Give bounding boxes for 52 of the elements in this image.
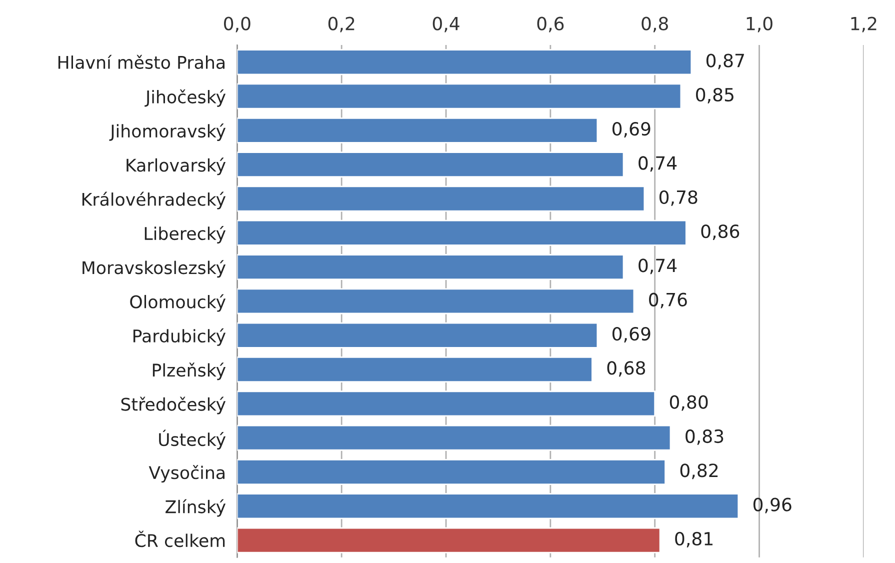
data-label: 0,78 bbox=[659, 190, 698, 206]
x-tick-label: 1,0 bbox=[746, 16, 772, 32]
y-tick-label: Středočeský bbox=[121, 396, 226, 414]
bar bbox=[237, 49, 692, 76]
x-tick-label: 0,8 bbox=[642, 16, 668, 32]
data-label: 0,82 bbox=[680, 464, 718, 480]
data-label: 0,86 bbox=[701, 224, 740, 240]
data-label: 0,69 bbox=[612, 122, 650, 138]
bar bbox=[237, 424, 672, 451]
data-label: 0,68 bbox=[607, 361, 646, 377]
y-tick-label: Královéhradecký bbox=[82, 192, 226, 210]
y-tick-label: Vysočina bbox=[148, 465, 224, 483]
y-tick-label: Pardubický bbox=[133, 328, 226, 346]
x-tick-label: 0,6 bbox=[537, 16, 564, 32]
data-label: 0,74 bbox=[638, 156, 677, 172]
data-label: 0,69 bbox=[612, 326, 650, 342]
bar bbox=[237, 254, 624, 280]
bar bbox=[237, 117, 598, 144]
data-label: 0,76 bbox=[649, 292, 687, 308]
y-tick-label: Karlovarský bbox=[126, 158, 226, 176]
y-tick-label: Jihočeský bbox=[144, 89, 226, 107]
bar bbox=[237, 322, 598, 348]
bar bbox=[237, 83, 682, 110]
x-tick-label: 1,2 bbox=[851, 16, 876, 32]
y-tick-label: Liberecký bbox=[144, 226, 226, 244]
bar bbox=[237, 220, 687, 246]
bar bbox=[237, 527, 661, 554]
x-tick-label: 0,0 bbox=[224, 16, 250, 32]
data-label: 0,80 bbox=[670, 395, 708, 411]
bar bbox=[237, 356, 593, 383]
data-label: 0,81 bbox=[675, 532, 712, 548]
y-tick-label: Zlínský bbox=[166, 499, 226, 517]
y-tick-label: Olomoucký bbox=[130, 294, 226, 312]
bar bbox=[237, 152, 624, 178]
bar bbox=[237, 493, 740, 520]
data-label: 0,85 bbox=[696, 88, 734, 104]
data-label: 0,74 bbox=[638, 258, 677, 274]
y-tick-label: Plzeňský bbox=[152, 362, 226, 380]
bar bbox=[237, 186, 646, 212]
y-tick-label: Ústecký bbox=[159, 430, 226, 450]
data-label: 0,87 bbox=[706, 54, 744, 70]
y-tick-label: Jihomoravský bbox=[109, 123, 226, 141]
x-tick-label: 0,4 bbox=[432, 16, 460, 32]
data-label: 0,96 bbox=[753, 498, 792, 514]
x-tick-label: 0,2 bbox=[328, 16, 354, 32]
y-tick-label: Hlavní město Praha bbox=[58, 54, 224, 69]
y-tick-label: Moravskoslezský bbox=[82, 260, 226, 278]
bar bbox=[237, 458, 666, 485]
bar bbox=[237, 288, 635, 314]
bar bbox=[237, 390, 656, 417]
data-label: 0,83 bbox=[686, 429, 724, 445]
y-tick-label: ČR celkem bbox=[135, 530, 225, 548]
